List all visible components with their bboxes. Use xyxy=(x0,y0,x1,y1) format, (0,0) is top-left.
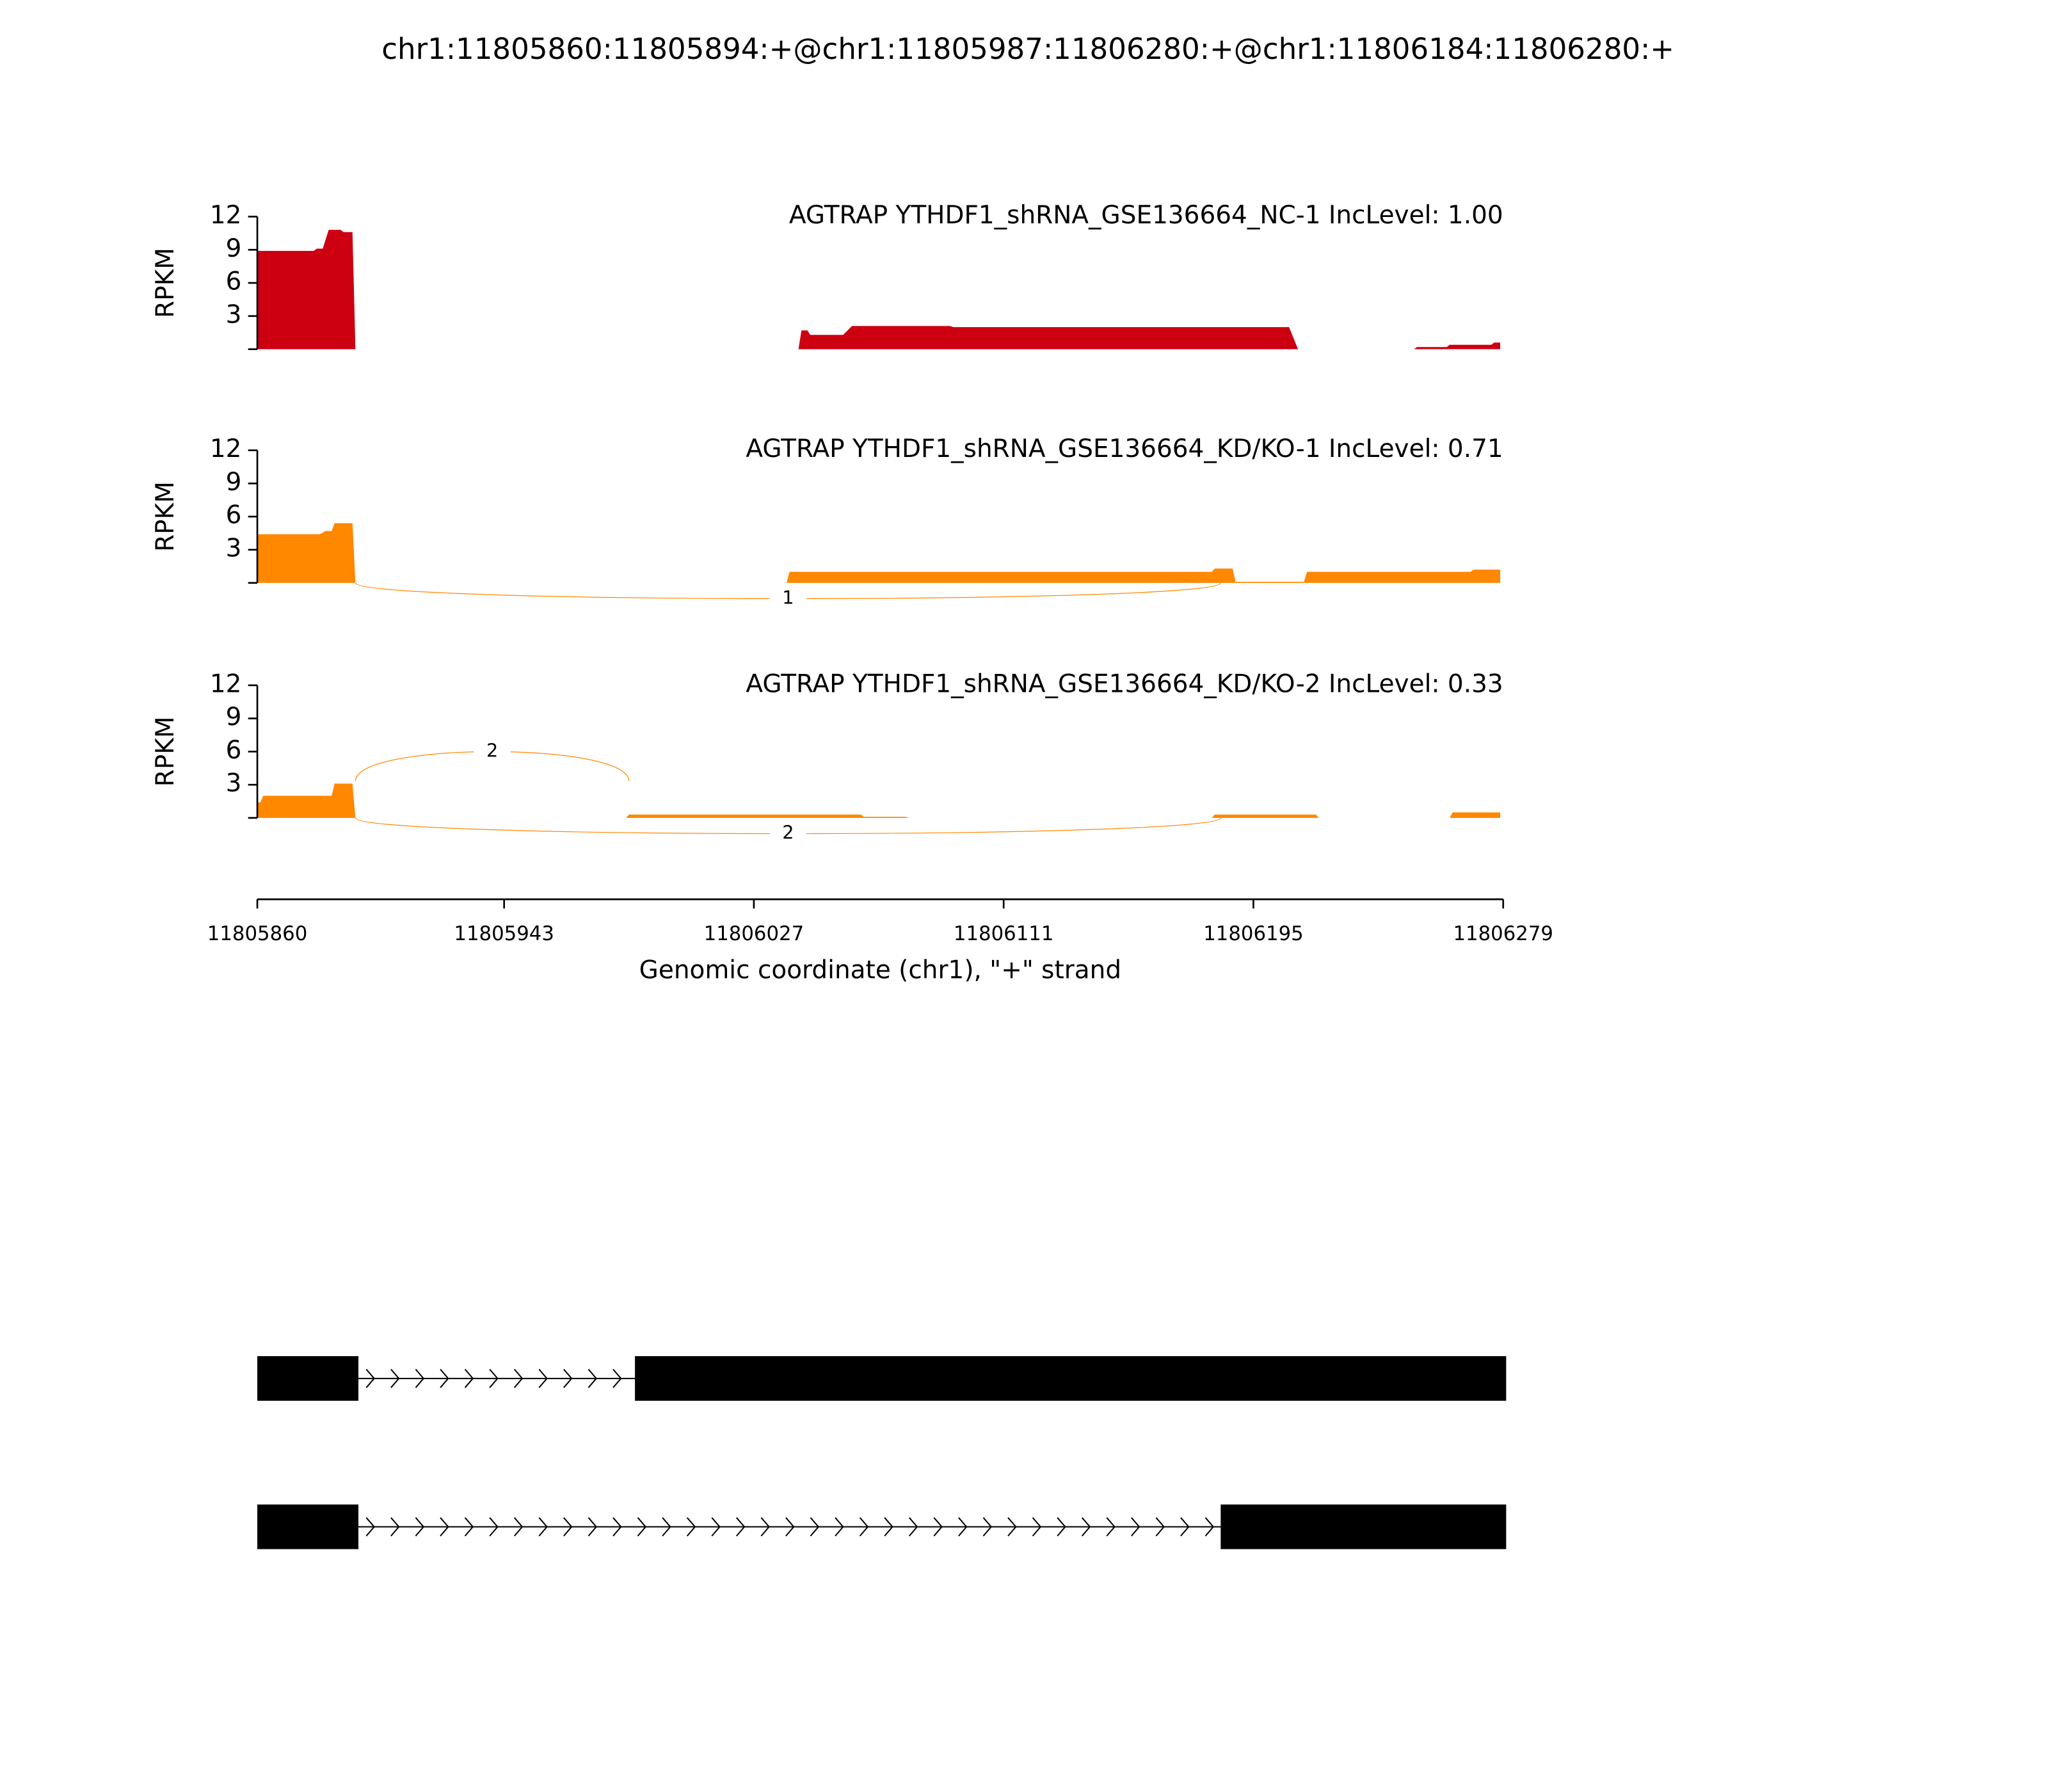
y-tick-label: 12 xyxy=(210,669,242,698)
intron-chevron xyxy=(958,1517,968,1537)
junction-label-bg xyxy=(769,823,807,844)
intron-chevron xyxy=(736,1517,746,1537)
junction-label-bg xyxy=(769,588,807,609)
x-tick-label: 11805860 xyxy=(207,922,308,945)
y-tick-label: 6 xyxy=(226,501,242,530)
y-tick-label: 3 xyxy=(226,300,242,329)
intron-chevron xyxy=(884,1517,893,1537)
intron-chevron xyxy=(464,1368,474,1388)
intron-chevron xyxy=(612,1517,622,1537)
intron-chevron xyxy=(1155,1517,1165,1537)
y-tick-label: 3 xyxy=(226,769,242,798)
intron-chevron xyxy=(908,1517,918,1537)
track-title: AGTRAP YTHDF1_shRNA_GSE136664_KD/KO-1 In… xyxy=(746,435,1503,463)
y-axis-label: RPKM xyxy=(151,481,180,552)
x-tick-label: 11806195 xyxy=(1203,922,1304,945)
y-tick-label: 6 xyxy=(226,736,242,765)
intron-chevron xyxy=(1131,1517,1140,1537)
y-tick-label: 6 xyxy=(226,268,242,296)
intron-chevron xyxy=(390,1517,400,1537)
x-axis-label: Genomic coordinate (chr1), "+" strand xyxy=(639,956,1121,984)
intron-chevron xyxy=(933,1517,943,1537)
intron-chevron xyxy=(489,1517,499,1537)
junction-count: 1 xyxy=(782,586,794,608)
intron-chevron xyxy=(538,1517,548,1537)
intron-chevron xyxy=(1007,1517,1017,1537)
intron-chevron xyxy=(835,1517,844,1537)
intron-chevron xyxy=(1081,1517,1091,1537)
y-tick-label: 12 xyxy=(210,435,242,463)
y-tick-label: 3 xyxy=(226,534,242,563)
intron-chevron xyxy=(686,1517,696,1537)
intron-chevron xyxy=(810,1517,820,1537)
exon xyxy=(635,1356,1507,1401)
x-tick-label: 11805943 xyxy=(454,922,554,945)
intron-chevron xyxy=(513,1368,524,1388)
intron-chevron xyxy=(513,1517,524,1537)
intron-chevron xyxy=(711,1517,721,1537)
intron-chevron xyxy=(1180,1517,1190,1537)
intron-chevron xyxy=(489,1368,499,1388)
x-tick-label: 11806279 xyxy=(1453,922,1553,945)
exon xyxy=(1220,1504,1507,1549)
intron-chevron xyxy=(1057,1517,1066,1537)
intron-chevron xyxy=(538,1368,548,1388)
figure-title: chr1:11805860:11805894:+@chr1:11805987:1… xyxy=(381,32,1674,66)
intron-chevron xyxy=(588,1368,598,1388)
junction-label-bg xyxy=(474,740,511,762)
intron-chevron xyxy=(365,1368,375,1388)
track-title: AGTRAP YTHDF1_shRNA_GSE136664_NC-1 IncLe… xyxy=(789,201,1503,230)
y-tick-label: 9 xyxy=(226,234,242,263)
intron-chevron xyxy=(390,1368,400,1388)
x-tick-label: 11806027 xyxy=(704,922,804,945)
intron-chevron xyxy=(1204,1517,1215,1537)
intron-chevron xyxy=(785,1517,795,1537)
intron-chevron xyxy=(1032,1517,1042,1537)
y-axis-label: RPKM xyxy=(151,248,180,318)
intron-chevron xyxy=(982,1517,993,1537)
intron-chevron xyxy=(1106,1517,1116,1537)
track-title: AGTRAP YTHDF1_shRNA_GSE136664_KD/KO-2 In… xyxy=(746,669,1503,698)
intron-chevron xyxy=(415,1517,425,1537)
y-axis-label: RPKM xyxy=(151,716,180,787)
intron-chevron xyxy=(563,1368,573,1388)
intron-chevron xyxy=(859,1517,869,1537)
coverage-area xyxy=(257,523,1501,583)
intron-chevron xyxy=(563,1517,573,1537)
y-tick-label: 9 xyxy=(226,703,242,732)
y-tick-label: 12 xyxy=(210,201,242,230)
intron-chevron xyxy=(440,1368,449,1388)
intron-chevron xyxy=(662,1517,671,1537)
intron-chevron xyxy=(760,1517,771,1537)
exon xyxy=(257,1356,359,1401)
intron-chevron xyxy=(637,1517,647,1537)
intron-chevron xyxy=(612,1368,622,1388)
junction-count: 2 xyxy=(486,739,498,761)
x-tick-label: 11806111 xyxy=(954,922,1054,945)
intron-chevron xyxy=(415,1368,425,1388)
intron-chevron xyxy=(440,1517,449,1537)
intron-chevron xyxy=(365,1517,375,1537)
exon xyxy=(257,1504,359,1549)
intron-chevron xyxy=(588,1517,598,1537)
junction-count: 2 xyxy=(782,822,794,844)
y-tick-label: 9 xyxy=(226,468,242,497)
intron-chevron xyxy=(464,1517,474,1537)
